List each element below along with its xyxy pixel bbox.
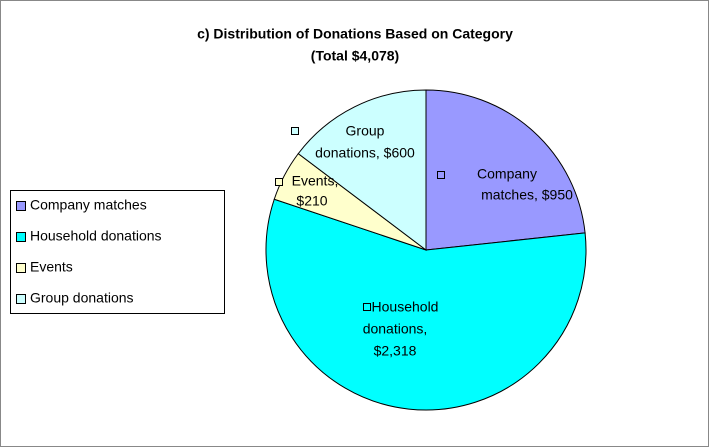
pie-slice [297, 89, 427, 252]
legend-box [10, 190, 225, 314]
data-label: Household [372, 299, 439, 315]
data-label: matches, $950 [481, 187, 573, 203]
data-label: donations, [363, 321, 428, 337]
label-key [291, 127, 299, 135]
legend-key [16, 232, 26, 242]
data-label: $2,318 [374, 343, 417, 359]
label-key [275, 178, 283, 186]
pie-slice [425, 89, 586, 251]
data-label: Company [477, 166, 537, 182]
legend-key [16, 294, 26, 304]
legend-label: Events [30, 259, 73, 275]
data-label: $210 [296, 193, 327, 209]
chart-title: c) Distribution of Donations Based on Ca… [197, 26, 513, 42]
label-key [437, 171, 445, 179]
legend-label: Household donations [30, 228, 162, 244]
legend-key [16, 263, 26, 273]
legend-label: Company matches [30, 197, 147, 213]
label-key [363, 303, 371, 311]
data-label: donations, $600 [315, 145, 415, 161]
chart-subtitle: (Total $4,078) [311, 48, 399, 64]
legend-label: Group donations [30, 290, 134, 306]
legend-key [16, 201, 26, 211]
data-label: Group [346, 123, 385, 139]
data-label: Events, [292, 173, 339, 189]
pie-slice [265, 198, 587, 411]
